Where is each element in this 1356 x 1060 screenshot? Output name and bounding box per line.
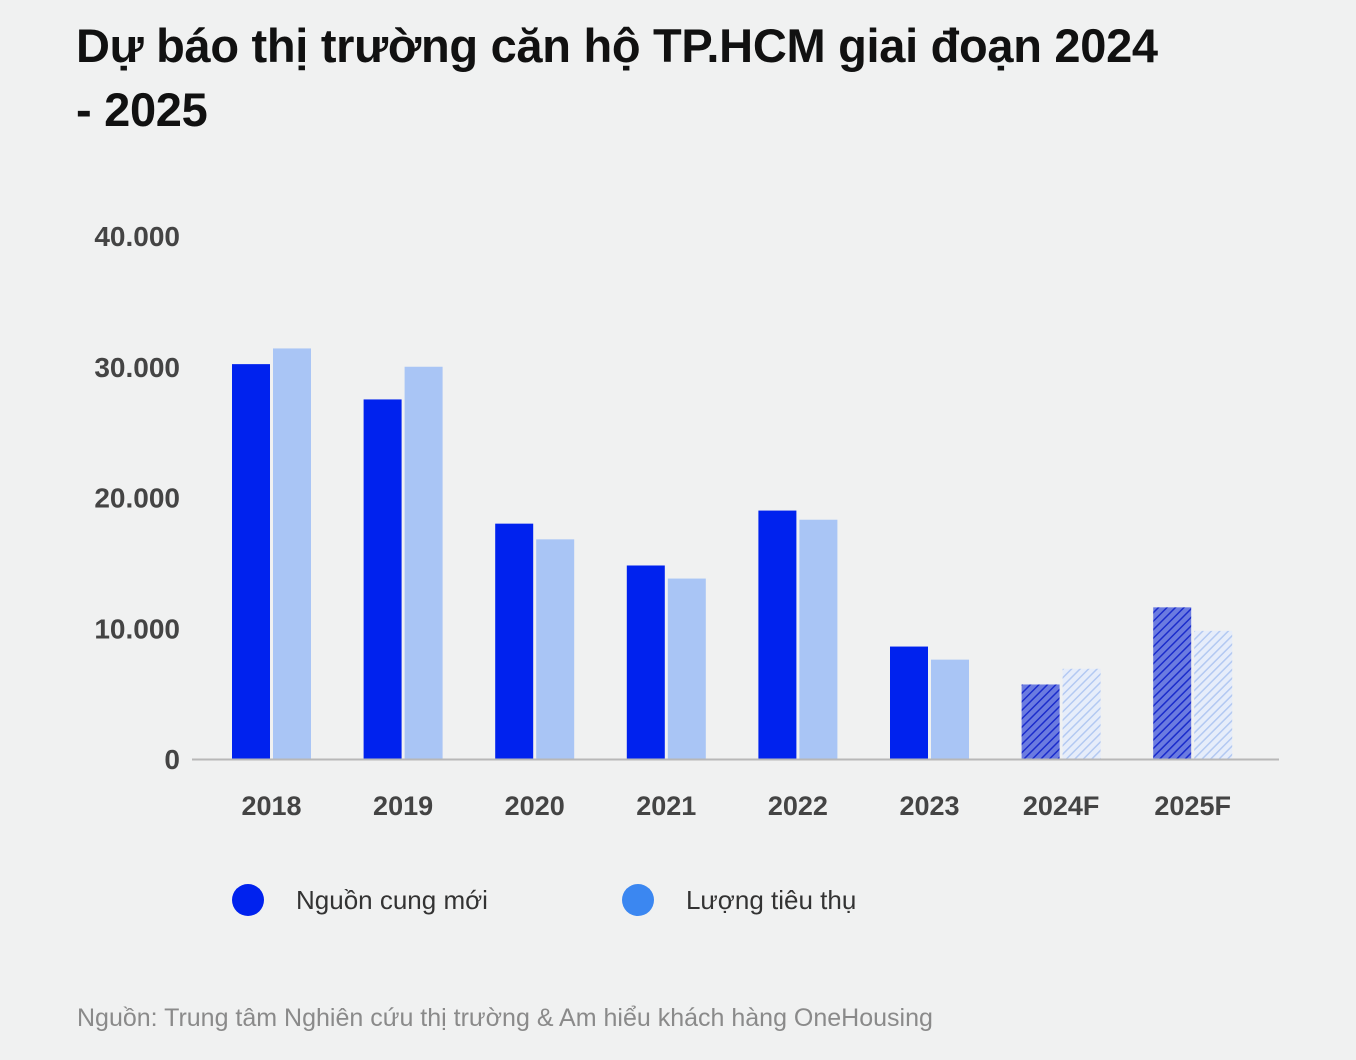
bar-new-supply-2024f (1021, 684, 1060, 759)
bar-new-supply-2023 (890, 646, 928, 759)
y-axis-ticks: 0 10.000 20.000 30.000 40.000 (94, 221, 180, 775)
bar-absorption-2022 (799, 519, 838, 759)
x-tick-label: 2018 (241, 791, 301, 821)
x-tick-label: 2023 (899, 791, 959, 821)
bar-absorption-2019 (404, 366, 443, 759)
y-tick-label: 10.000 (94, 613, 180, 644)
bar-new-supply-2018 (232, 364, 270, 759)
bar-absorption-2023 (931, 659, 969, 759)
chart-title: Dự báo thị trường căn hộ TP.HCM giai đoạ… (76, 19, 1158, 136)
bar-new-supply-2021 (626, 565, 665, 759)
legend-label-absorption: Lượng tiêu thụ (685, 884, 857, 915)
x-tick-label: 2021 (636, 791, 696, 821)
y-tick-label: 30.000 (94, 352, 180, 383)
legend: Nguồn cung mới Lượng tiêu thụ (232, 884, 856, 916)
legend-label-new-supply: Nguồn cung mới (296, 884, 488, 915)
bar-absorption-2018 (273, 348, 311, 759)
y-tick-label: 40.000 (94, 221, 180, 252)
legend-item-new-supply: Nguồn cung mới (232, 884, 488, 916)
bar-absorption-2021 (667, 578, 706, 759)
bar-absorption-2020 (536, 539, 575, 759)
legend-swatch-absorption (621, 884, 654, 916)
x-tick-label: 2020 (505, 791, 565, 821)
bar-new-supply-2022 (758, 510, 797, 759)
bars (232, 348, 1233, 759)
x-tick-label: 2025F (1154, 791, 1231, 821)
bar-new-supply-2019 (363, 399, 402, 759)
source-note: Nguồn: Trung tâm Nghiên cứu thị trường &… (77, 1004, 933, 1032)
x-tick-label: 2019 (373, 791, 433, 821)
y-tick-label: 0 (164, 744, 180, 775)
x-tick-label: 2022 (768, 791, 828, 821)
legend-item-absorption: Lượng tiêu thụ (621, 884, 857, 916)
bar-absorption-2025f (1194, 630, 1233, 759)
x-axis-labels: 2018 2019 2020 2021 2022 2023 2024F 2025F (241, 791, 1231, 821)
legend-swatch-new-supply (232, 884, 264, 916)
bar-new-supply-2020 (495, 523, 534, 759)
x-tick-label: 2024F (1023, 791, 1100, 821)
bar-absorption-2024f (1062, 668, 1101, 759)
bar-new-supply-2025f (1153, 607, 1192, 759)
y-tick-label: 20.000 (94, 483, 180, 514)
